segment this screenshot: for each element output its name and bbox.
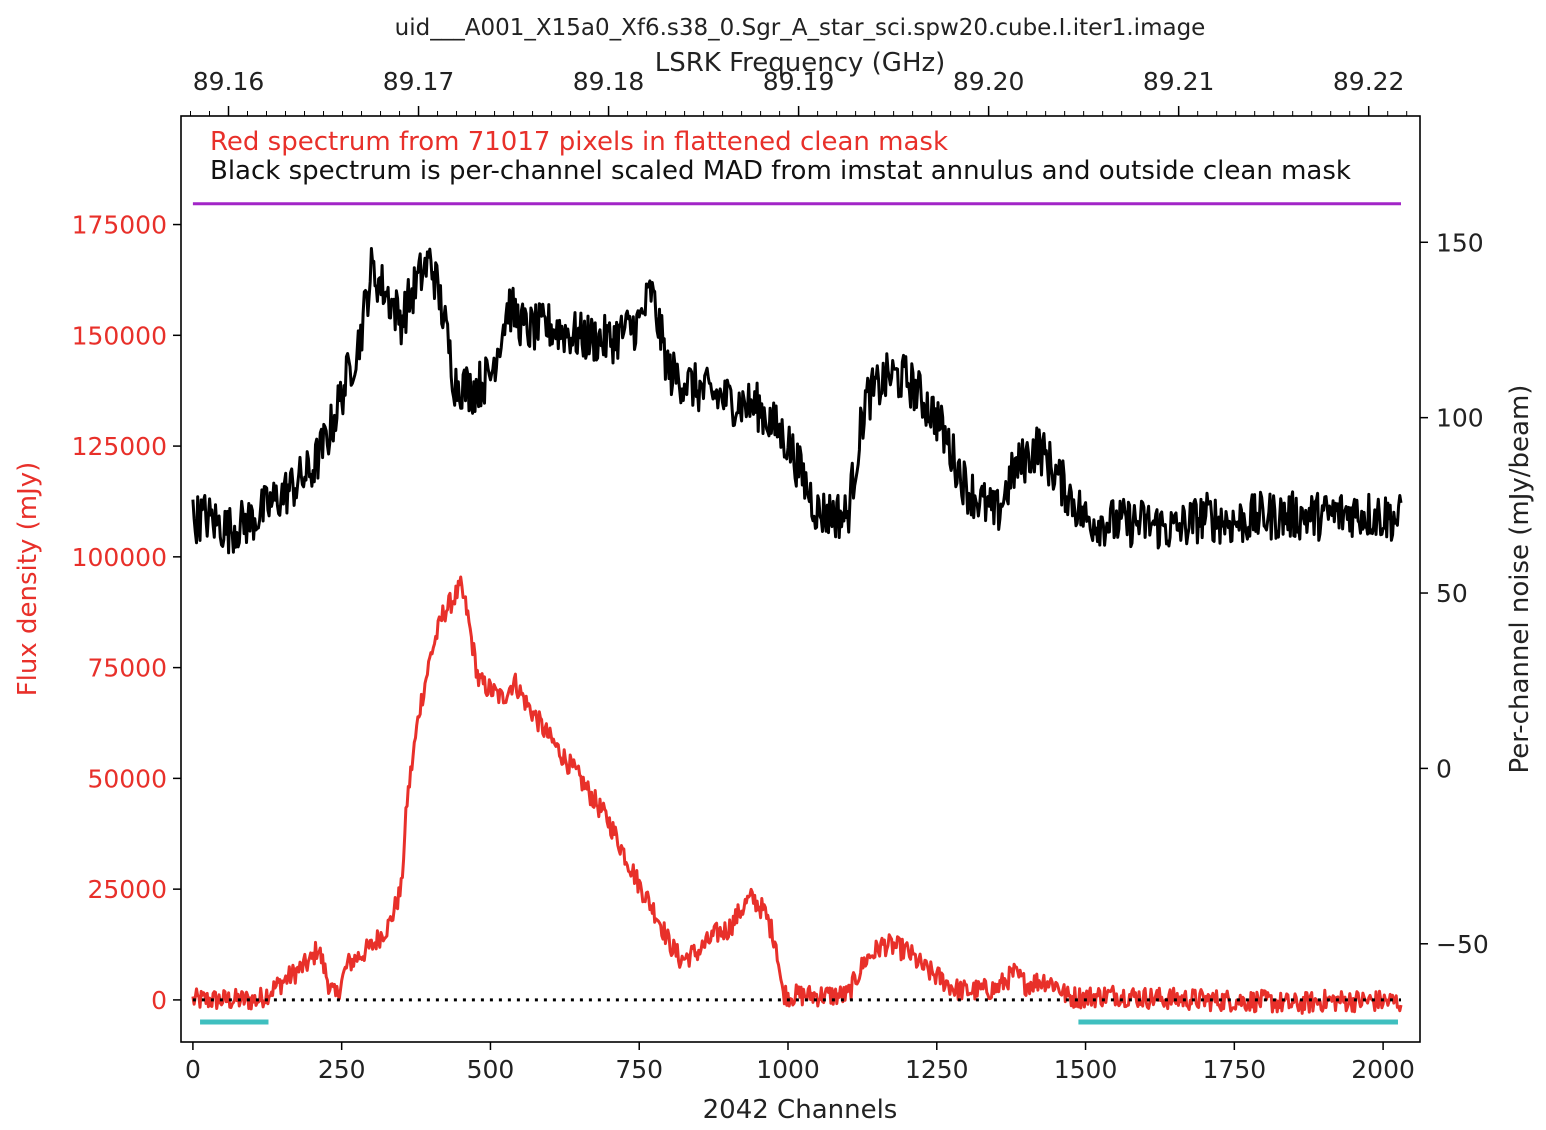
x-tick-label-2: 500: [467, 1055, 515, 1084]
plot-content: [191, 202, 1403, 1025]
x-tick-label-7: 1750: [1203, 1055, 1267, 1084]
series-line-0: [191, 575, 1403, 1015]
y-right-tick-label-1: 0: [1436, 754, 1452, 783]
x-axis-label: 2042 Channels: [703, 1095, 898, 1125]
top-tick-label-3: 89.19: [763, 67, 835, 96]
x-tick-label-0: 0: [185, 1055, 201, 1084]
y-right-tick-label-3: 100: [1436, 404, 1484, 433]
y-left-tick-label-4: 100000: [72, 543, 167, 572]
y-left-tick-label-3: 75000: [87, 654, 167, 683]
top-tick-label-2: 89.18: [573, 67, 645, 96]
red-spectrum-annotation: Red spectrum from 71017 pixels in flatte…: [210, 127, 948, 157]
axis-ticks: 0 250 500 750 1000 1250 1500 1750 20000250005000…: [72, 67, 1489, 1084]
plot-frame: [180, 115, 1421, 1043]
right-y-axis-label: Per-channel noise (mJy/beam): [1505, 385, 1535, 774]
y-left-tick-label-6: 150000: [72, 321, 167, 350]
y-right-tick-label-0: −50: [1436, 930, 1489, 959]
y-left-tick-label-7: 175000: [72, 211, 167, 240]
chart-title: uid___A001_X15a0_Xf6.s38_0.Sgr_A_star_sc…: [395, 15, 1206, 41]
series-line-1: [191, 247, 1403, 555]
top-tick-label-4: 89.20: [953, 67, 1025, 96]
x-tick-label-5: 1250: [905, 1055, 969, 1084]
top-tick-label-1: 89.17: [383, 67, 455, 96]
left-y-axis-label: Flux density (mJy): [13, 462, 43, 697]
x-tick-label-8: 2000: [1351, 1055, 1415, 1084]
x-tick-label-4: 1000: [756, 1055, 820, 1084]
y-right-tick-label-2: 50: [1436, 579, 1468, 608]
y-left-tick-label-5: 125000: [72, 432, 167, 461]
y-left-tick-label-1: 25000: [87, 875, 167, 904]
top-tick-label-6: 89.22: [1333, 67, 1405, 96]
x-tick-label-1: 250: [318, 1055, 366, 1084]
x-tick-label-6: 1500: [1054, 1055, 1118, 1084]
black-spectrum-annotation: Black spectrum is per-channel scaled MAD…: [210, 156, 1351, 186]
top-axis-label: LSRK Frequency (GHz): [655, 48, 946, 78]
y-left-tick-label-2: 50000: [87, 764, 167, 793]
y-right-tick-label-4: 150: [1436, 228, 1484, 257]
top-tick-label-5: 89.21: [1143, 67, 1215, 96]
y-left-tick-label-0: 0: [151, 986, 167, 1015]
x-tick-label-3: 750: [615, 1055, 663, 1084]
top-tick-label-0: 89.16: [193, 67, 265, 96]
